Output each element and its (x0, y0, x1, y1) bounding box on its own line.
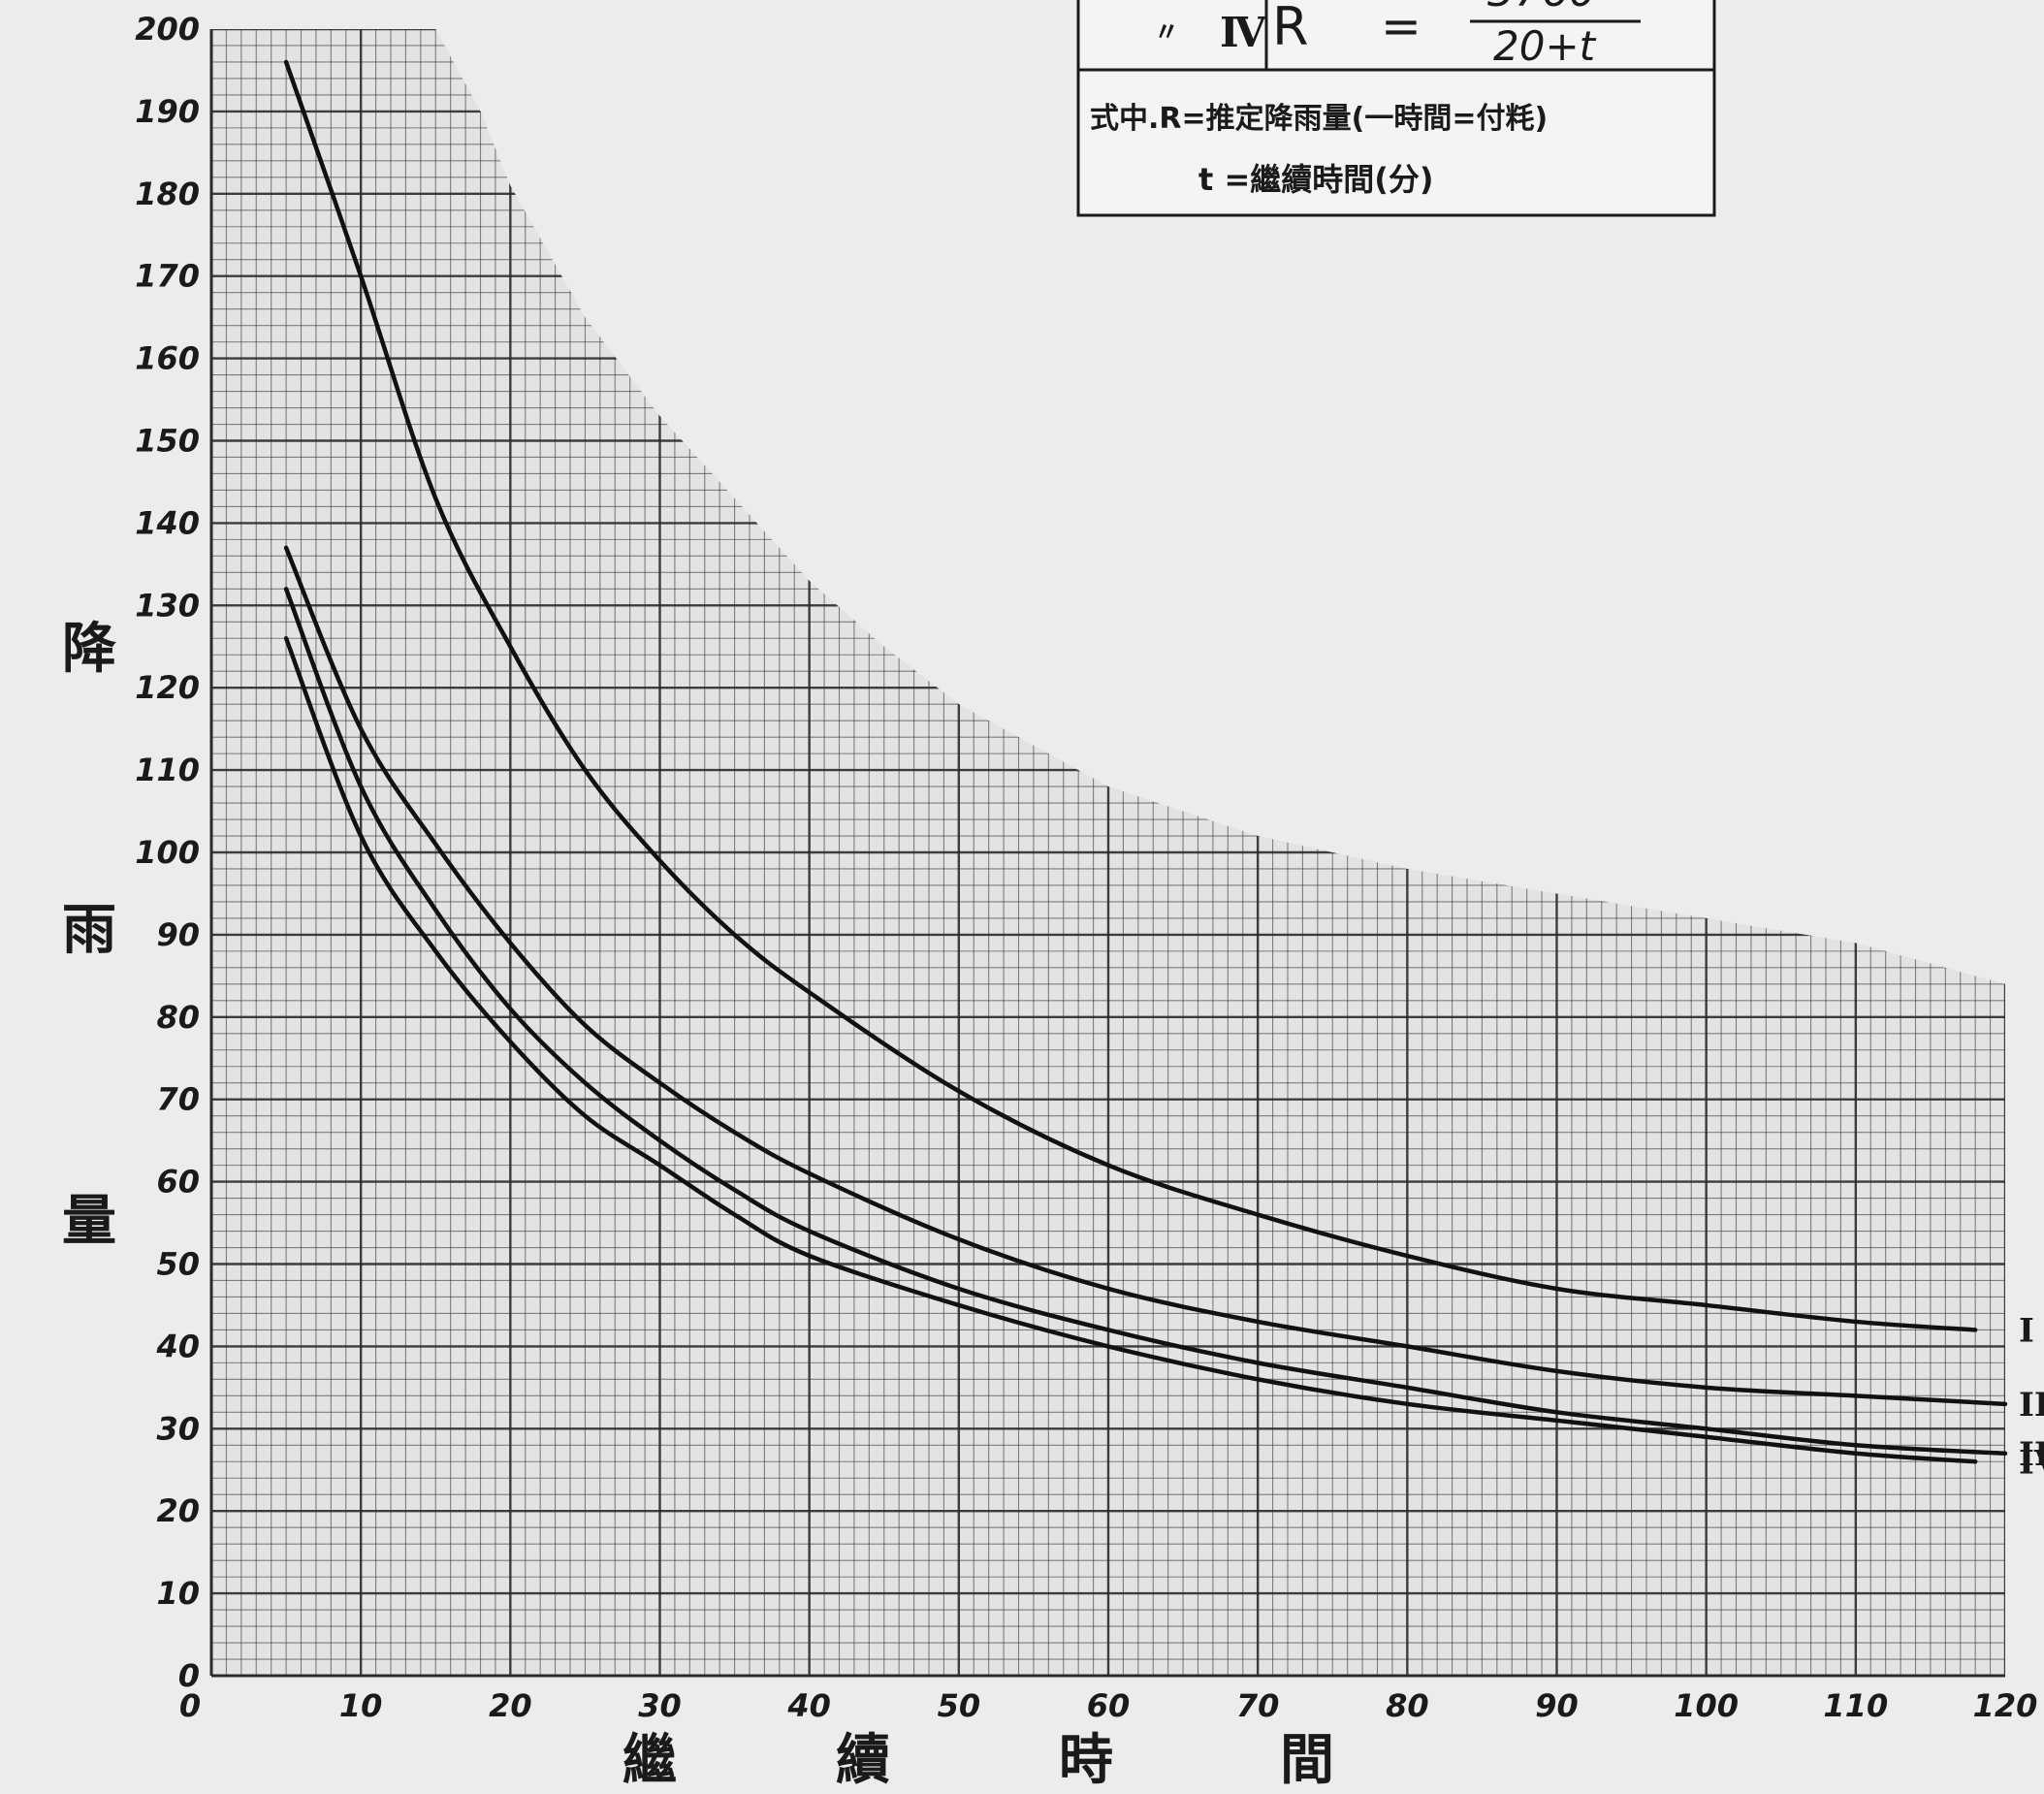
x-tick-label: 90 (1535, 1687, 1579, 1724)
y-axis-label-char: 雨 (62, 898, 116, 962)
x-tick-label: 30 (638, 1687, 682, 1724)
x-tick-label: 0 (179, 1687, 201, 1724)
curve-I (283, 59, 1978, 1332)
y-tick-label: 130 (135, 587, 200, 624)
x-tick-label: 70 (1236, 1687, 1280, 1724)
y-tick-label: 120 (135, 669, 200, 706)
y-tick-label: 0 (178, 1657, 200, 1694)
y-tick-label: 40 (155, 1328, 200, 1364)
x-axis-ticks: 0 10 20 30 40 50 60 70 80 90 100 110 120 (179, 1687, 2038, 1724)
x-tick-label: 100 (1674, 1687, 1739, 1724)
y-axis-label-char: 降 (62, 617, 116, 681)
curve-label-III: III (2019, 1435, 2044, 1474)
y-axis-ticks: 0 10 20 30 40 50 60 70 80 90 100 110 120 130 140 150 160… (135, 11, 200, 1694)
curve-labels: IIIIIIIV (2019, 1311, 2044, 1482)
curve-III (283, 587, 2008, 1457)
y-tick-label: 160 (135, 340, 200, 377)
curve-IV (283, 636, 1978, 1464)
curve-label-II: II (2019, 1386, 2044, 1425)
x-axis-label-char: 間 (1280, 1728, 1334, 1790)
formula-denominator: 20+t (1493, 22, 1597, 70)
x-axis-label-char: 時 (1059, 1728, 1113, 1790)
y-tick-label: 110 (135, 752, 200, 788)
y-tick-label: 30 (156, 1410, 200, 1447)
y-tick-label: 50 (156, 1246, 200, 1283)
x-axis-label: 繼續時間 (623, 1728, 1334, 1792)
y-tick-label: 140 (135, 504, 200, 541)
x-tick-label: 60 (1087, 1687, 1131, 1724)
formula-equals: = (1381, 0, 1421, 54)
formula-row-prefix: 〃 (1154, 18, 1179, 48)
x-tick-label: 80 (1386, 1687, 1429, 1724)
y-tick-label: 90 (156, 916, 200, 953)
formula-note-line1: 式中.R=推定降雨量(一時間=付粍) (1090, 102, 1548, 136)
x-tick-label: 10 (339, 1687, 383, 1724)
y-tick-label: 100 (135, 834, 200, 871)
y-tick-label: 150 (135, 423, 200, 460)
x-tick-label: 120 (1973, 1687, 2038, 1724)
formula-row-numeral: Ⅳ (1220, 9, 1267, 56)
curve-label-IV: IV (2019, 1443, 2044, 1482)
y-tick-label: 170 (135, 258, 200, 295)
y-tick-label: 10 (156, 1575, 200, 1612)
formula-lhs: R (1272, 0, 1309, 57)
y-axis-label: 降雨量 (62, 617, 116, 1253)
y-tick-label: 20 (156, 1492, 200, 1529)
y-tick-label: 180 (135, 176, 200, 212)
x-tick-label: 20 (489, 1687, 532, 1724)
x-axis-label-char: 繼 (623, 1728, 677, 1790)
formula-numerator: 3760 (1487, 0, 1596, 16)
curves (283, 59, 2008, 1464)
formula-note-line2: t =繼續時間(分) (1198, 161, 1434, 198)
x-tick-label: 40 (786, 1687, 831, 1724)
y-tick-label: 190 (135, 93, 200, 130)
y-axis-label-char: 量 (62, 1189, 116, 1253)
curve-II (283, 545, 2008, 1407)
formula-box: 〃 Ⅳ R = 3760 20+t 式中.R=推定降雨量(一時間=付粍) t =… (1076, 0, 1716, 217)
y-tick-label: 80 (156, 999, 200, 1036)
y-tick-label: 70 (156, 1081, 200, 1118)
grid (209, 29, 2005, 1678)
x-axis-label-char: 續 (836, 1728, 890, 1790)
x-tick-label: 110 (1823, 1687, 1888, 1724)
y-tick-label: 200 (135, 11, 200, 48)
x-tick-label: 50 (938, 1687, 981, 1724)
curve-label-I: I (2019, 1311, 2034, 1350)
y-tick-label: 60 (156, 1164, 200, 1201)
